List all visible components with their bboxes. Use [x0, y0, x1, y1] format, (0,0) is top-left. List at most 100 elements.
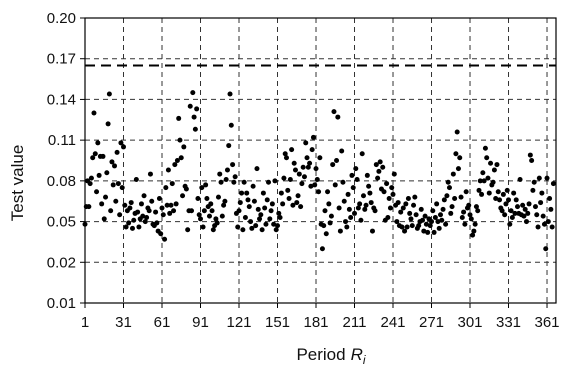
data-point	[263, 221, 269, 227]
data-point	[394, 219, 400, 225]
data-point	[245, 197, 251, 203]
data-point	[194, 106, 200, 112]
data-point	[240, 227, 246, 233]
data-point	[295, 193, 301, 199]
data-point	[453, 151, 459, 157]
data-point	[497, 197, 503, 203]
data-point	[534, 212, 540, 218]
data-point	[250, 183, 256, 189]
data-point	[515, 204, 520, 210]
data-point	[106, 91, 112, 97]
data-point	[418, 206, 424, 212]
data-point	[173, 201, 179, 207]
data-point	[113, 198, 119, 204]
data-point	[221, 202, 227, 208]
data-point	[481, 178, 487, 184]
data-point	[458, 194, 464, 200]
data-point	[99, 201, 105, 207]
data-point	[228, 122, 234, 128]
data-point	[443, 221, 449, 227]
data-point	[101, 216, 107, 222]
x-tick-label: 61	[154, 314, 171, 331]
data-point	[241, 179, 247, 185]
data-point	[88, 175, 94, 181]
data-point	[291, 160, 297, 166]
data-point	[223, 177, 229, 182]
data-point	[355, 205, 361, 211]
data-point	[118, 140, 124, 146]
data-point	[96, 172, 102, 178]
data-point	[420, 217, 426, 223]
data-point	[422, 213, 428, 219]
data-point	[94, 189, 100, 195]
data-point	[144, 215, 150, 220]
data-point	[254, 166, 260, 172]
data-point	[147, 171, 153, 177]
data-point	[127, 205, 133, 211]
data-point	[292, 167, 298, 173]
data-point	[154, 220, 160, 226]
y-tick-label: 0.17	[47, 51, 76, 68]
data-point	[169, 181, 175, 187]
x-axis-title: Period Ri	[296, 345, 365, 367]
data-point	[110, 182, 116, 188]
data-point	[535, 224, 541, 230]
data-point	[423, 221, 429, 227]
data-point	[141, 193, 147, 199]
data-points	[82, 90, 556, 252]
data-point	[280, 201, 286, 207]
data-point	[142, 219, 148, 225]
x-tick-label: 181	[303, 314, 328, 331]
y-tick-label: 0.01	[47, 295, 76, 312]
data-point	[268, 208, 274, 214]
data-point	[536, 175, 542, 181]
data-point	[327, 220, 333, 226]
data-point	[335, 114, 341, 120]
data-point	[195, 196, 201, 201]
data-point	[502, 212, 508, 218]
data-point	[235, 224, 241, 230]
x-tick-label: 271	[419, 314, 444, 331]
data-point	[404, 224, 410, 230]
x-tick-label: 211	[343, 314, 367, 331]
data-point	[470, 232, 476, 238]
data-point	[277, 215, 283, 220]
data-point	[398, 209, 404, 215]
data-point	[432, 215, 438, 220]
data-point	[439, 217, 445, 223]
data-point	[446, 185, 452, 191]
data-point	[462, 221, 468, 227]
data-point	[429, 219, 435, 225]
data-point	[340, 179, 346, 185]
data-point	[352, 210, 358, 216]
data-point	[525, 210, 531, 216]
data-point	[341, 198, 347, 204]
data-point	[159, 205, 165, 211]
data-point	[438, 212, 443, 218]
data-point	[260, 190, 266, 196]
data-point	[105, 121, 111, 127]
data-point	[506, 197, 512, 203]
data-point	[172, 162, 178, 168]
data-point	[411, 202, 417, 208]
data-point	[281, 175, 287, 181]
data-point	[466, 202, 472, 208]
data-point	[504, 187, 510, 193]
data-point	[344, 224, 350, 230]
data-point	[321, 223, 327, 229]
data-point	[87, 181, 93, 187]
data-point	[467, 212, 473, 218]
data-point	[236, 208, 242, 214]
data-point	[290, 202, 296, 208]
data-point	[119, 185, 125, 191]
data-point	[477, 178, 483, 184]
data-point	[314, 177, 320, 182]
data-point	[400, 205, 406, 211]
data-point	[495, 189, 501, 195]
data-point	[192, 126, 198, 132]
data-point	[531, 179, 537, 185]
data-point	[264, 197, 270, 203]
data-point	[493, 196, 499, 201]
data-point	[317, 155, 323, 161]
